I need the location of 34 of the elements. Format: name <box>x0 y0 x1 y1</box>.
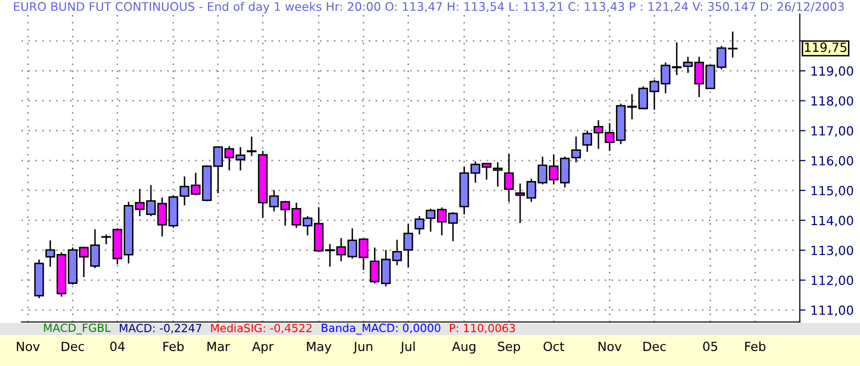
x-tick-label: Oct <box>544 342 564 352</box>
text: Banda_MACD: 0,0000 <box>322 323 440 335</box>
y-tick-label: 113,00 <box>812 246 854 256</box>
x-tick-label: May <box>307 342 332 354</box>
x-tick-label: Nov <box>16 342 40 352</box>
text: 119,75 <box>805 42 846 54</box>
x-tick-label: Jun <box>353 342 372 354</box>
text: MACD: -0,2247 <box>120 324 202 334</box>
x-tick-label: Sep <box>498 342 520 354</box>
y-tick-label: 112,00 <box>812 276 854 286</box>
y-tick-label: 118,00 <box>812 96 854 107</box>
y-tick-label: 116,00 <box>812 156 854 167</box>
x-tick-label: Jul <box>400 341 415 354</box>
x-tick-label: Apr <box>252 342 274 354</box>
text: MediaSIG: -0,4522 <box>211 324 312 334</box>
x-tick-label: Feb <box>745 341 766 352</box>
y-tick-label: 119,00 <box>812 66 854 78</box>
candlestick <box>504 152 514 202</box>
text: MACD_FGBL <box>44 324 111 334</box>
x-tick-label: Dec <box>62 342 84 352</box>
candlestick <box>403 223 414 268</box>
x-tick-label: 05 <box>703 342 718 352</box>
chart-title: EURO BUND FUT CONTINUOUS - End of day 1 weeks Hr: 20:00 O: 113,47 H: 113,54 L: 113,21 C: 113,43 P : 121,24 V: 350.147 D: 26/12/2003 <box>14 2 844 14</box>
y-tick-label: 117,00 <box>812 126 854 137</box>
x-tick-label: Mar <box>208 342 230 352</box>
y-tick-label: 111,00 <box>812 306 854 316</box>
y-tick-label: 115,00 <box>812 186 854 197</box>
x-tick-label: 04 <box>110 342 125 352</box>
y-tick-label: 114,00 <box>812 216 854 227</box>
text: P: 110,0063 <box>450 324 515 334</box>
x-tick-label: Nov <box>598 342 622 352</box>
x-tick-label: Feb <box>163 341 184 352</box>
x-tick-label: Dec <box>644 342 666 352</box>
x-tick-label: Aug <box>452 342 476 354</box>
